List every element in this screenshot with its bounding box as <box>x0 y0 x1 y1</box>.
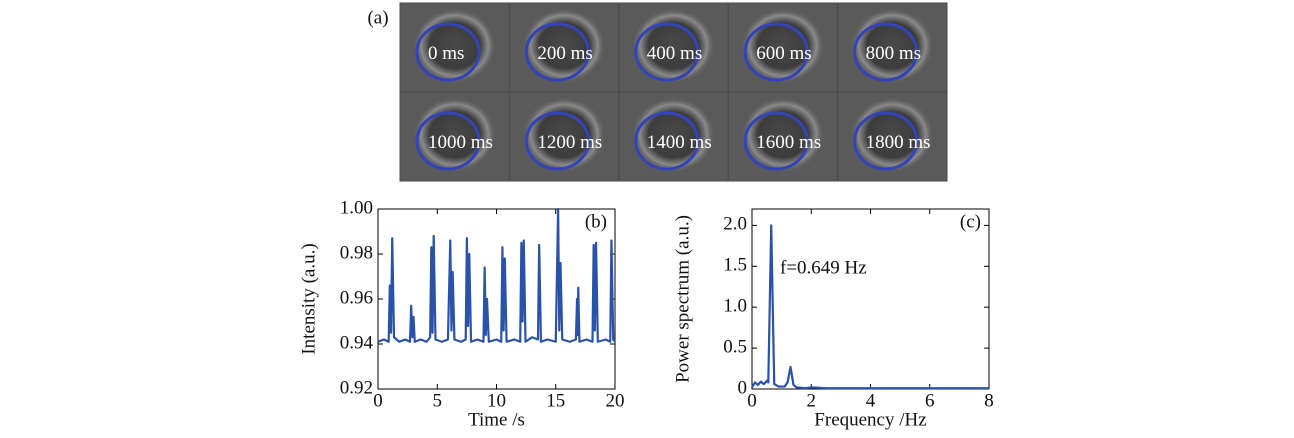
y-tick-label: 1.0 <box>723 296 747 317</box>
y-tick-label: 0.94 <box>340 332 374 353</box>
x-axis-label: Time /s <box>468 409 525 430</box>
frame-time: 200 ms <box>537 43 592 64</box>
plot-frame <box>751 208 990 390</box>
roi-ellipse <box>634 22 700 82</box>
y-tick-label: 0.96 <box>340 287 373 308</box>
frame-time: 600 ms <box>756 43 811 64</box>
frame-time: 1400 ms <box>647 132 712 153</box>
panel-label: (a) <box>367 7 388 28</box>
frame-time: 1000 ms <box>428 132 493 153</box>
x-axis-label: Frequency /Hz <box>814 409 926 430</box>
y-tick-label: 1.00 <box>340 197 373 218</box>
roi-ellipse <box>524 22 590 82</box>
x-tick-label: 4 <box>866 390 876 411</box>
x-tick-label: 10 <box>487 390 506 411</box>
y-tick-label: 0 <box>738 377 748 398</box>
x-tick-label: 20 <box>606 390 625 411</box>
y-tick-label: 0.5 <box>723 336 747 357</box>
roi-ellipse <box>743 111 809 171</box>
roi-ellipse <box>524 111 590 171</box>
y-tick-label: 2.0 <box>723 214 747 235</box>
x-tick-label: 0 <box>373 390 383 411</box>
annotation: f=0.649 Hz <box>780 257 867 278</box>
y-tick-label: 0.98 <box>340 242 373 263</box>
x-tick-label: 0 <box>747 390 757 411</box>
x-tick-label: 15 <box>546 390 565 411</box>
roi-ellipse <box>415 22 481 82</box>
frame-time: 1600 ms <box>756 132 821 153</box>
x-tick-label: 2 <box>807 390 817 411</box>
data-line <box>751 224 989 390</box>
y-tick-label: 1.5 <box>723 255 747 276</box>
roi-ellipse <box>634 111 700 171</box>
panel-label: (c) <box>960 211 981 232</box>
roi-ellipse <box>853 22 919 82</box>
y-tick-label: 0.92 <box>340 377 373 398</box>
frame-time: 0 ms <box>428 43 464 64</box>
roi-ellipse <box>853 111 919 171</box>
data-line <box>377 207 616 343</box>
frame-time: 1200 ms <box>537 132 602 153</box>
roi-ellipse <box>743 22 809 82</box>
y-axis-label: Intensity (a.u.) <box>298 243 319 354</box>
x-tick-label: 8 <box>984 390 994 411</box>
x-tick-label: 6 <box>925 390 935 411</box>
frame-time: 1800 ms <box>866 132 931 153</box>
y-axis-label: Power spectrum (a.u.) <box>672 215 693 383</box>
frame-time: 800 ms <box>866 43 921 64</box>
panel-label: (b) <box>585 211 607 232</box>
roi-ellipse <box>415 111 481 171</box>
frame-time: 400 ms <box>647 43 702 64</box>
x-tick-label: 5 <box>433 390 443 411</box>
